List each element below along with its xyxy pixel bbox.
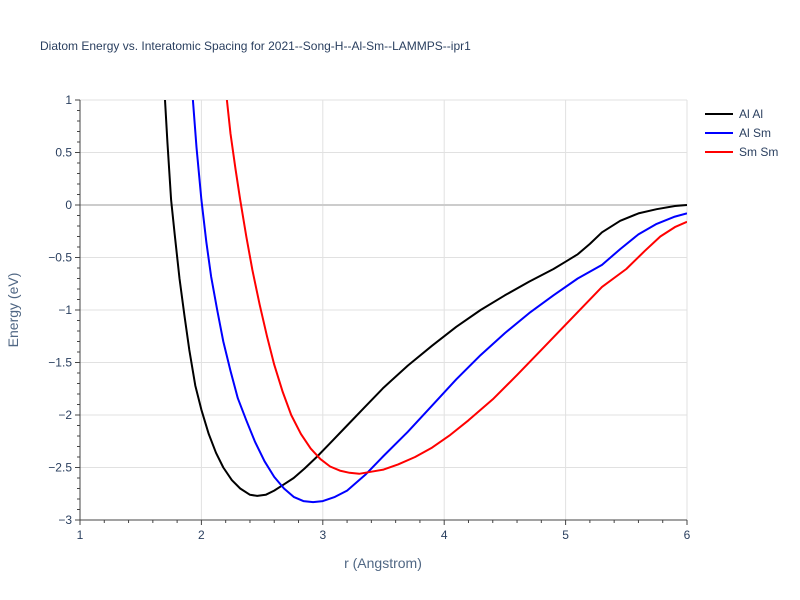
x-tick-label: 6 [684,528,691,542]
y-tick-label: −1.5 [48,356,72,370]
series-line-al-al [164,100,687,497]
y-axis-label: Energy (eV) [5,273,21,348]
series-group [164,100,687,504]
y-tick-label: 0 [65,198,72,212]
y-tick-label: −1 [58,303,72,317]
x-tick-label: 4 [441,528,448,542]
legend-label[interactable]: Al Sm [739,126,771,140]
plot-area: 1 2 3 4 5 6 1 0.5 0 −0.5 −1 −1.5 −2 −2.5 −3 [48,93,690,542]
series-line-sm-sm [225,100,687,475]
x-tick-label: 1 [77,528,84,542]
x-tick-label: 2 [198,528,205,542]
y-tick-label: −2 [58,408,72,422]
y-tick-label: −2.5 [48,461,72,475]
x-axis-label: r (Angstrom) [344,555,422,571]
x-tick-label: 3 [319,528,326,542]
y-tick-label: −0.5 [48,251,72,265]
legend: Al Al Al Sm Sm Sm [705,107,778,159]
legend-label[interactable]: Sm Sm [739,145,778,159]
y-tick-label: −3 [58,513,72,527]
legend-label[interactable]: Al Al [739,107,763,121]
series-line-al-sm [191,100,687,504]
y-tick-label: 1 [65,93,72,107]
chart-title: Diatom Energy vs. Interatomic Spacing fo… [40,39,471,53]
y-tick-label: 0.5 [55,146,72,160]
x-tick-label: 5 [562,528,569,542]
